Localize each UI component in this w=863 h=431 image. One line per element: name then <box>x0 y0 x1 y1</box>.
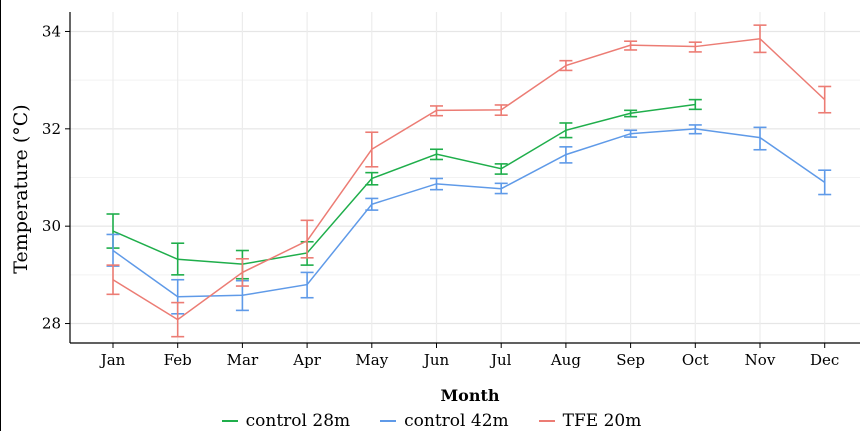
series-layer <box>106 24 832 338</box>
x-axis-label: Month <box>440 386 499 405</box>
x-tick-label: Sep <box>616 351 645 369</box>
error-bar <box>300 219 314 259</box>
error-bar <box>365 171 379 186</box>
x-tick-label: Dec <box>810 351 839 369</box>
error-bar <box>688 41 702 53</box>
x-tick-label: Nov <box>745 351 776 369</box>
error-bar <box>494 163 508 175</box>
series-line-2 <box>112 37 826 321</box>
error-bar <box>106 233 120 267</box>
temperature-chart: 28 30 32 34 Jan Feb Mar Apr May Jun Jul Aug Sep Oct No… <box>10 12 860 405</box>
error-bar <box>365 197 379 211</box>
legend-key-tfe-20m <box>538 419 555 422</box>
x-tick-label: Apr <box>292 351 321 369</box>
legend-label: TFE 20m <box>562 410 642 431</box>
error-bar <box>559 59 573 72</box>
error-bar <box>753 24 767 54</box>
error-bar <box>753 126 767 151</box>
y-tick-label: 30 <box>42 217 61 235</box>
error-bar <box>430 177 443 191</box>
legend-key-control-42m <box>380 419 397 422</box>
left-edge-rule <box>0 0 1 431</box>
x-tick-label: Jan <box>99 351 126 369</box>
error-bar <box>688 124 702 135</box>
series-line-0 <box>112 103 696 265</box>
error-bar <box>365 131 379 168</box>
error-bar <box>300 271 314 299</box>
error-bar <box>171 301 185 338</box>
legend-item-tfe-20m: TFE 20m <box>538 410 642 431</box>
error-bar <box>624 40 638 51</box>
x-tick-label: Mar <box>227 351 259 369</box>
series-line-1 <box>112 128 826 298</box>
y-tick-label: 32 <box>42 120 61 138</box>
y-axis-label: Temperature (°C) <box>10 104 32 273</box>
error-bar <box>235 257 249 287</box>
error-bar <box>171 242 185 276</box>
error-bar <box>494 104 508 116</box>
error-bar <box>624 129 638 138</box>
legend-key-control-28m <box>221 419 238 422</box>
x-tick-label: Jul <box>489 351 512 369</box>
error-bar <box>494 182 508 195</box>
error-bar <box>818 169 832 196</box>
error-bar <box>559 146 573 164</box>
legend-item-control-42m: control 42m <box>380 411 509 431</box>
x-tick-label: Aug <box>550 351 581 369</box>
x-tick-label: Feb <box>164 351 192 369</box>
legend: control 28m control 42m TFE 20m <box>0 410 863 431</box>
error-bar <box>430 105 443 117</box>
legend-label: control 42m <box>404 410 509 431</box>
error-bar <box>106 264 120 296</box>
axes: 28 30 32 34 Jan Feb Mar Apr May Jun Jul Aug Sep Oct No… <box>42 12 860 369</box>
error-bar <box>688 98 702 111</box>
y-tick-label: 28 <box>42 315 61 333</box>
y-tick-label: 34 <box>42 22 61 40</box>
x-tick-label: Oct <box>682 351 709 369</box>
legend-item-control-28m: control 28m <box>221 410 351 431</box>
x-tick-label: May <box>355 351 388 369</box>
legend-label: control 28m <box>245 410 351 431</box>
error-bar <box>430 148 443 161</box>
grid-lines <box>70 12 860 343</box>
x-tick-label: Jun <box>422 351 450 369</box>
error-bar <box>624 109 638 118</box>
error-bar <box>559 122 573 139</box>
error-bar <box>818 85 832 114</box>
